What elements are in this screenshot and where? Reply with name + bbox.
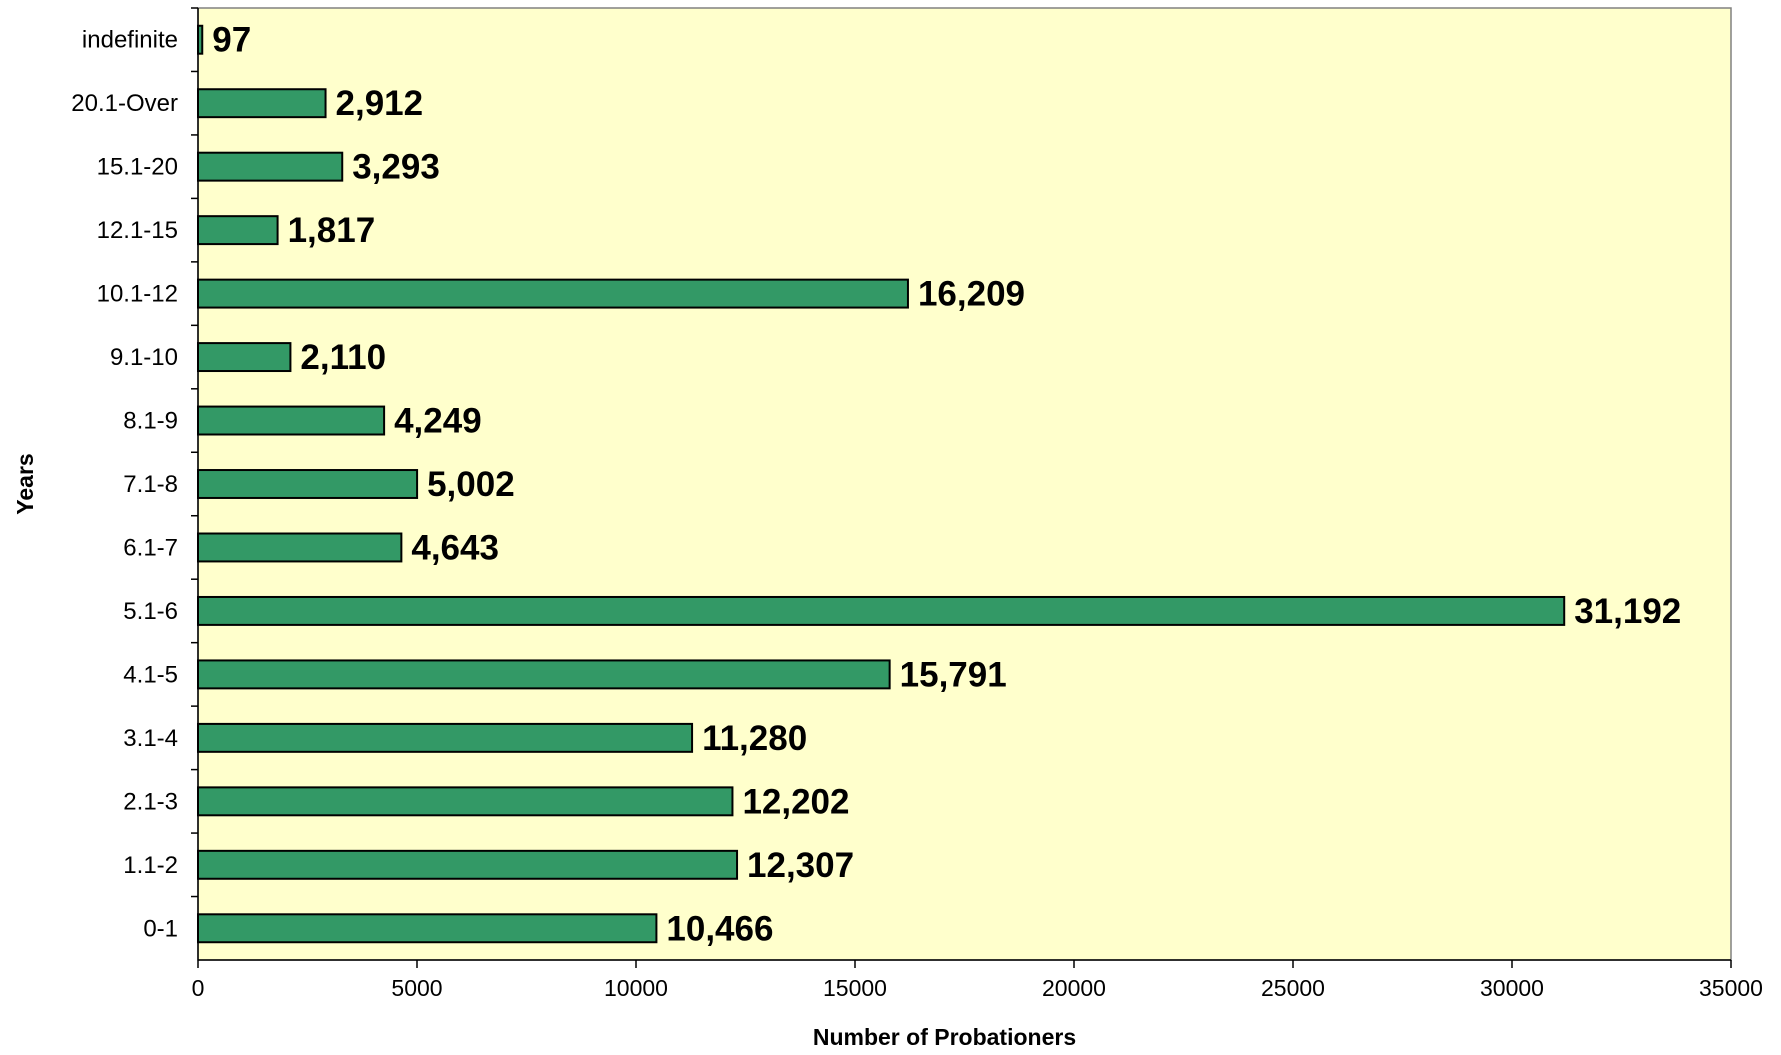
value-labels-group: 10,466 12,307 12,202 11,280 15,791 31,192 4,64…: [212, 21, 1681, 949]
category-label-12.1-15: 12.1-15: [97, 217, 178, 244]
bar-5.1-6: [197, 595, 1566, 626]
bars-group: [197, 24, 1566, 944]
category-label-indefinite: indefinite: [82, 27, 178, 54]
x-axis: 0 5000 10000 15000 20000 25000 30000 35000: [192, 959, 1763, 1001]
category-label-5.1-6: 5.1-6: [123, 598, 178, 625]
category-labels-group: 0-1 1.1-2 2.1-3 3.1-4 4.1-5 5.1-6 6.1-7 7.1-8 8.…: [71, 27, 178, 943]
value-label-15.1-20: 3,293: [352, 148, 440, 187]
bar-20.1-Over: [197, 88, 327, 119]
x-tick-label: 5000: [391, 975, 442, 1001]
x-tick-label: 15000: [823, 975, 887, 1001]
value-label-0-1: 10,466: [666, 909, 773, 948]
value-label-1.1-2: 12,307: [747, 846, 854, 885]
x-tick-label: 25000: [1261, 975, 1325, 1001]
value-label-10.1-12: 16,209: [918, 275, 1025, 314]
category-label-20.1-Over: 20.1-Over: [71, 90, 178, 117]
x-tick-label: 30000: [1480, 975, 1544, 1001]
bar-10.1-12: [197, 278, 909, 309]
category-label-6.1-7: 6.1-7: [123, 534, 178, 561]
bar-7.1-8: [197, 469, 419, 499]
category-label-15.1-20: 15.1-20: [97, 154, 178, 181]
value-label-indefinite: 97: [212, 21, 251, 60]
y-axis-title: Years: [12, 453, 38, 514]
bar-6.1-7: [197, 532, 403, 563]
x-tick-label: 35000: [1699, 975, 1763, 1001]
x-tick-label: 10000: [604, 975, 668, 1001]
x-tick-label: 20000: [1042, 975, 1106, 1001]
category-label-2.1-3: 2.1-3: [123, 788, 178, 815]
bar-8.1-9: [197, 405, 386, 436]
x-tick-label: 0: [192, 975, 205, 1001]
bar-2.1-3: [197, 786, 734, 817]
category-label-9.1-10: 9.1-10: [110, 344, 178, 371]
bar-12.1-15: [197, 215, 279, 246]
value-label-20.1-Over: 2,912: [336, 84, 424, 123]
bar-9.1-10: [197, 342, 292, 373]
bar-4.1-5: [197, 659, 891, 690]
category-label-10.1-12: 10.1-12: [97, 281, 178, 308]
category-label-0-1: 0-1: [143, 915, 178, 942]
value-label-5.1-6: 31,192: [1574, 592, 1681, 631]
y-axis: [191, 7, 199, 960]
value-label-9.1-10: 2,110: [300, 338, 386, 377]
category-label-4.1-5: 4.1-5: [123, 661, 178, 688]
x-axis-title: Number of Probationers: [813, 1024, 1076, 1050]
value-label-3.1-4: 11,280: [702, 719, 807, 758]
value-label-2.1-3: 12,202: [742, 782, 849, 821]
category-label-1.1-2: 1.1-2: [123, 852, 178, 879]
bar-0-1: [197, 913, 658, 944]
value-label-12.1-15: 1,817: [288, 211, 376, 250]
value-label-7.1-8: 5,002: [427, 465, 515, 504]
value-label-8.1-9: 4,249: [394, 402, 482, 441]
category-label-8.1-9: 8.1-9: [123, 408, 178, 435]
bar-1.1-2: [197, 849, 739, 880]
value-label-6.1-7: 4,643: [411, 528, 499, 567]
category-label-7.1-8: 7.1-8: [123, 471, 178, 498]
bar-3.1-4: [197, 722, 694, 753]
bar-15.1-20: [197, 151, 344, 182]
category-label-3.1-4: 3.1-4: [123, 725, 178, 752]
value-label-4.1-5: 15,791: [900, 655, 1007, 694]
